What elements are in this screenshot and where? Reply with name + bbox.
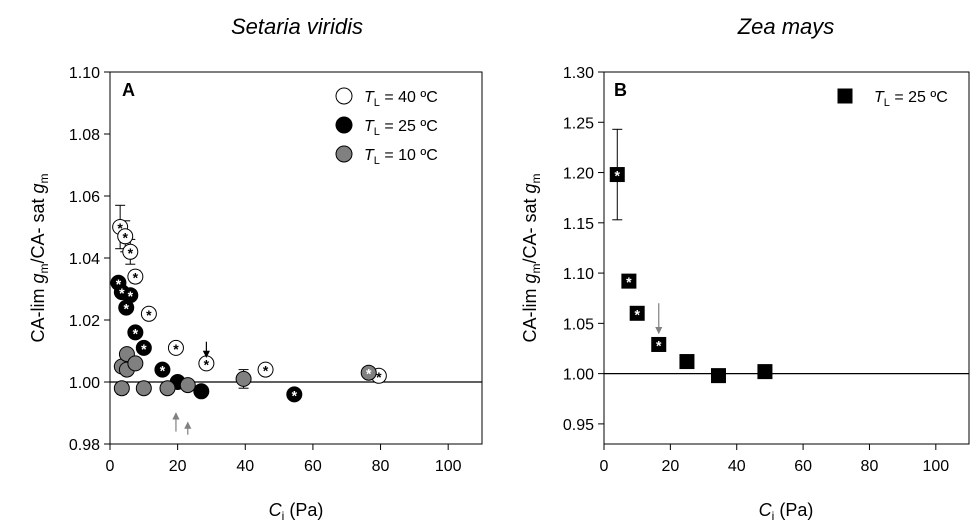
significance-star: * <box>376 369 382 385</box>
significance-star: * <box>122 229 128 245</box>
data-point-series-0 <box>257 361 274 378</box>
data-point-series-0 <box>122 243 139 260</box>
x-tick-label: 0 <box>106 458 115 475</box>
significance-star: * <box>626 274 632 290</box>
legend-label: TL = 25 ºC <box>364 118 438 138</box>
panel-b-label: B <box>614 80 627 100</box>
x-tick-label: 40 <box>236 458 254 475</box>
x-tick-label: 0 <box>600 458 609 475</box>
data-point-series-0 <box>621 273 637 289</box>
data-point-series-1 <box>286 386 303 403</box>
y-tick-label: 1.02 <box>69 313 100 330</box>
x-tick-label: 20 <box>661 458 679 475</box>
significance-star: * <box>656 337 662 353</box>
data-point-series-0 <box>609 167 625 183</box>
panel-b-title: Zea mays <box>737 14 835 39</box>
y-tick-label: 1.04 <box>69 251 100 268</box>
data-point-series-2 <box>360 364 377 381</box>
legend-label: TL = 40 ºC <box>364 89 438 109</box>
y-tick-label: 1.06 <box>69 189 100 206</box>
x-tick-label: 100 <box>435 458 462 475</box>
y-tick-label: 1.08 <box>69 127 100 144</box>
x-tick-label: 80 <box>372 458 390 475</box>
panel-b-plot-frame <box>603 71 970 445</box>
data-point-series-1 <box>135 339 152 356</box>
data-point-series-2 <box>127 355 144 372</box>
x-tick-label: 100 <box>922 458 949 475</box>
y-tick-label: 1.20 <box>563 166 594 183</box>
panel-a-x-axis-label: Ci (Pa) <box>269 500 324 523</box>
y-tick-label: 1.00 <box>563 367 594 384</box>
y-tick-label: 1.05 <box>563 316 594 333</box>
data-point-series-1 <box>193 383 210 400</box>
y-tick-label: 1.15 <box>563 216 594 233</box>
significance-star: * <box>160 363 166 379</box>
data-point-series-2 <box>159 380 176 397</box>
data-point-series-2 <box>235 370 252 387</box>
data-point-series-1 <box>127 324 144 341</box>
data-point-series-0 <box>679 354 695 370</box>
significance-star: * <box>292 387 298 403</box>
significance-star: * <box>634 306 640 322</box>
y-tick-label: 1.10 <box>563 266 594 283</box>
significance-star: * <box>615 168 621 184</box>
significance-star: * <box>141 341 147 357</box>
data-point-series-0 <box>127 268 144 285</box>
significance-star: * <box>119 285 125 301</box>
panel-b: Zea mays B 0 20 40 60 80 100 0.95 1.00 1.05 1.10 1… <box>520 14 970 523</box>
data-point-series-0 <box>757 364 773 380</box>
data-point-series-0 <box>140 305 157 322</box>
significance-star: * <box>128 245 134 261</box>
data-point-series-1 <box>154 361 171 378</box>
legend-marker <box>335 87 353 105</box>
significance-star: * <box>117 220 123 236</box>
x-tick-label: 20 <box>169 458 187 475</box>
x-tick-label: 80 <box>861 458 879 475</box>
y-tick-label: 0.98 <box>69 437 100 454</box>
data-point-series-0 <box>651 336 667 352</box>
y-tick-label: 0.95 <box>563 417 594 434</box>
legend-marker <box>837 88 853 104</box>
x-tick-label: 40 <box>728 458 746 475</box>
y-tick-label: 1.30 <box>563 65 594 82</box>
legend-marker <box>335 145 353 163</box>
panel-a: Setaria viridis A 0 20 40 60 80 100 0.98 1.00 1.… <box>28 14 483 523</box>
legend-label: TL = 25 ºC <box>874 89 948 109</box>
significance-star: * <box>133 325 139 341</box>
legend-marker <box>335 116 353 134</box>
significance-star: * <box>128 288 134 304</box>
panel-a-y-axis-label: CA-lim gm/CA- sat gm <box>28 173 51 342</box>
panel-b-y-axis-label: CA-lim gm/CA- sat gm <box>520 173 543 342</box>
data-point-series-2 <box>113 380 130 397</box>
significance-star: * <box>173 341 179 357</box>
panel-a-title: Setaria viridis <box>231 14 363 39</box>
data-point-series-0 <box>710 368 726 384</box>
significance-star: * <box>124 301 130 317</box>
data-point-series-2 <box>179 377 196 394</box>
x-tick-label: 60 <box>794 458 812 475</box>
y-tick-label: 1.25 <box>563 115 594 132</box>
y-tick-label: 1.10 <box>69 65 100 82</box>
significance-star: * <box>146 307 152 323</box>
significance-star: * <box>133 270 139 286</box>
data-point-series-0 <box>629 305 645 321</box>
data-point-series-2 <box>135 380 152 397</box>
y-tick-label: 1.00 <box>69 375 100 392</box>
data-point-series-0 <box>117 228 134 245</box>
x-tick-label: 60 <box>304 458 322 475</box>
significance-star: * <box>116 276 122 292</box>
data-point-series-0 <box>167 339 184 356</box>
significance-star: * <box>263 363 269 379</box>
legend-label: TL = 10 ºC <box>364 147 438 167</box>
panel-b-x-axis-label: Ci (Pa) <box>759 500 814 523</box>
significance-star: * <box>366 366 372 382</box>
significance-star: * <box>204 356 210 372</box>
panel-a-label: A <box>122 80 135 100</box>
data-point-series-1 <box>122 287 139 304</box>
